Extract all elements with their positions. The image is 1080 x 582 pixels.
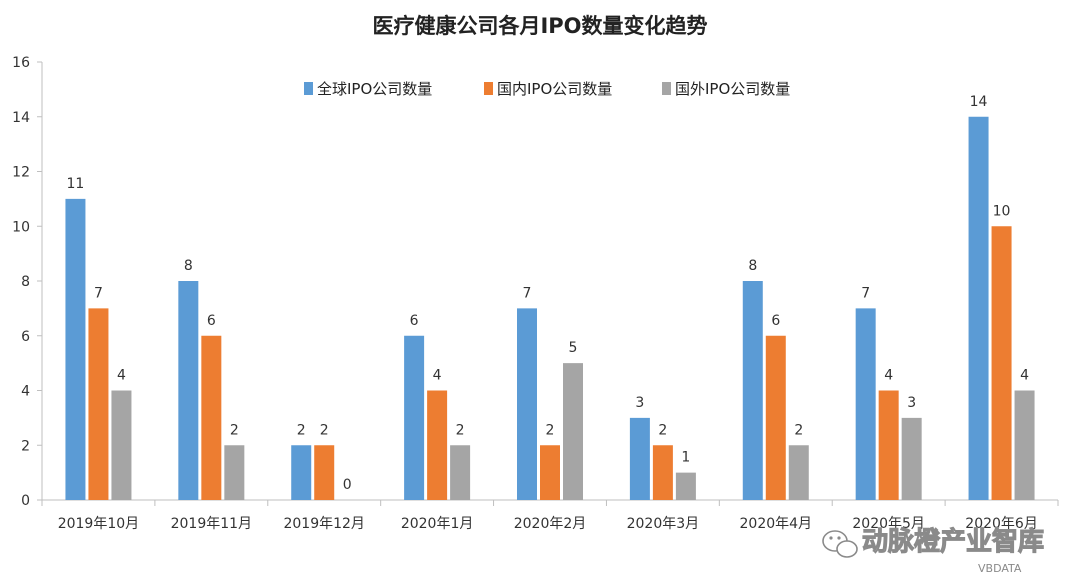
data-label: 2 (546, 422, 555, 438)
x-tick-label: 2020年5月 (852, 516, 925, 532)
data-label: 7 (523, 285, 532, 301)
watermark-text: 动脉橙产业智库 (862, 527, 1044, 557)
data-label: 14 (970, 94, 988, 110)
data-label: 4 (433, 368, 442, 384)
x-tick-label: 2020年6月 (965, 516, 1038, 532)
bar (991, 226, 1012, 500)
y-tick-label: 10 (12, 219, 30, 235)
bar (201, 335, 222, 500)
data-label: 10 (993, 203, 1011, 219)
y-tick-label: 14 (12, 110, 30, 126)
bar (742, 281, 763, 500)
legend-label: 全球IPO公司数量 (317, 80, 432, 98)
x-tick-label: 2020年4月 (740, 516, 813, 532)
x-tick-label: 2019年12月 (283, 516, 364, 532)
bar (968, 116, 989, 500)
data-label: 7 (94, 285, 103, 301)
data-label: 6 (207, 313, 216, 329)
bar (65, 198, 86, 500)
bar (88, 308, 109, 500)
bar (765, 335, 786, 500)
y-tick-label: 0 (21, 493, 30, 509)
x-tick-label: 2020年3月 (627, 516, 700, 532)
data-label: 2 (794, 422, 803, 438)
bar (675, 472, 696, 500)
bar (788, 445, 809, 500)
bar (540, 445, 560, 500)
data-label: 7 (861, 285, 870, 301)
y-tick-label: 6 (21, 329, 30, 345)
x-tick-label: 2019年10月 (58, 516, 139, 532)
wechat-icon (822, 530, 858, 558)
data-label: 0 (343, 477, 352, 493)
data-label: 6 (771, 313, 780, 329)
data-label: 11 (67, 176, 85, 192)
data-label: 4 (1020, 368, 1029, 384)
legend-swatch (304, 82, 313, 95)
data-label: 5 (569, 340, 578, 356)
data-label: 4 (884, 368, 893, 384)
data-label: 2 (230, 422, 239, 438)
legend: 全球IPO公司数量 国内IPO公司数量 国外IPO公司数量 (304, 80, 790, 98)
legend-label: 国内IPO公司数量 (497, 80, 612, 98)
bar (314, 445, 335, 500)
watermark-subtext: VBDATA (978, 562, 1022, 575)
bar (178, 281, 199, 500)
bar (427, 390, 448, 500)
legend-swatch (662, 82, 671, 95)
bar (111, 390, 132, 500)
x-tick-label: 2020年2月 (514, 516, 587, 532)
y-tick-label: 4 (21, 384, 30, 400)
data-label: 1 (681, 450, 690, 466)
data-label: 2 (320, 422, 329, 438)
y-tick-label: 16 (12, 55, 30, 71)
bar (450, 445, 471, 500)
legend-label: 国外IPO公司数量 (675, 80, 790, 98)
bar (855, 308, 876, 500)
data-label: 4 (117, 368, 126, 384)
bar (404, 335, 425, 500)
y-tick-label: 8 (21, 274, 30, 290)
x-tick-label: 2019年11月 (171, 516, 252, 532)
data-label: 2 (658, 422, 667, 438)
data-label: 2 (297, 422, 306, 438)
data-label: 3 (907, 395, 916, 411)
data-label: 2 (456, 422, 465, 438)
y-tick-label: 2 (21, 438, 30, 454)
bar (652, 445, 673, 500)
bar (901, 417, 922, 500)
bar (224, 445, 245, 500)
bar (563, 363, 583, 500)
x-tick-label: 2020年1月 (401, 516, 474, 532)
bar (1014, 390, 1035, 500)
data-label: 3 (635, 395, 644, 411)
data-label: 6 (410, 313, 419, 329)
chart-title: 医疗健康公司各月IPO数量变化趋势 (372, 14, 707, 38)
y-axis: 0 2 4 6 8 10 12 14 16 (12, 55, 43, 509)
watermark: 动脉橙产业智库 VBDATA (822, 526, 1045, 575)
bar (517, 308, 537, 500)
y-tick-label: 12 (12, 165, 30, 181)
bar (629, 417, 650, 500)
data-label: 8 (748, 258, 757, 274)
bar (291, 445, 312, 500)
bar (878, 390, 899, 500)
data-label: 8 (184, 258, 193, 274)
legend-swatch (484, 82, 493, 95)
